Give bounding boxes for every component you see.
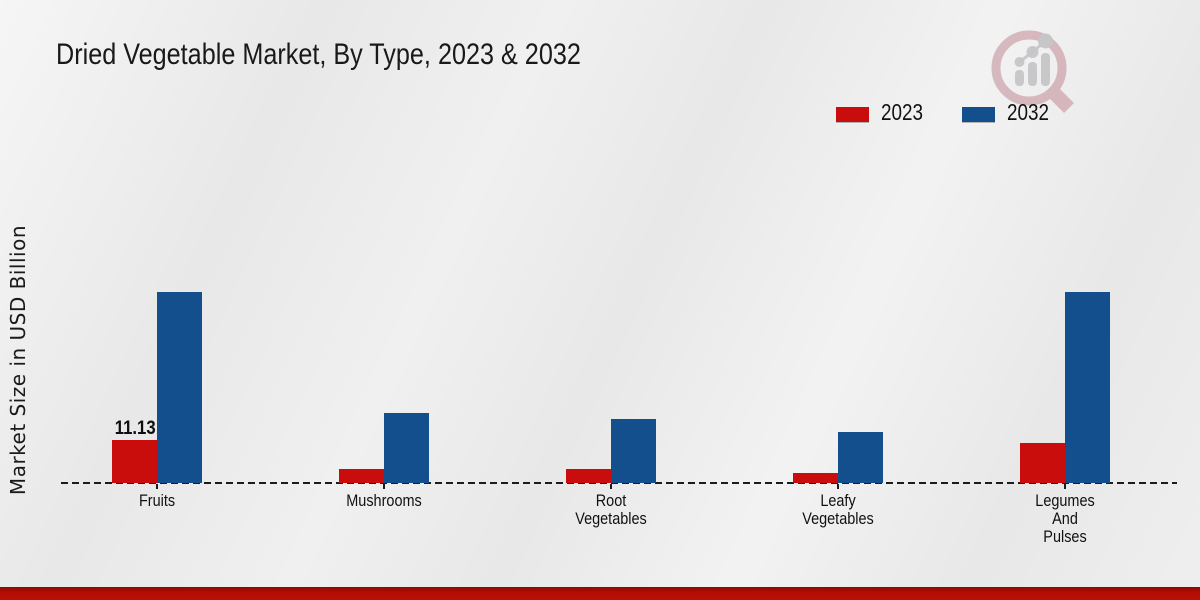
legend-item-2023: 2023 — [836, 99, 932, 126]
axis-tick — [1064, 484, 1066, 489]
legend-swatch-2023 — [836, 106, 869, 122]
legend-swatch-2032 — [962, 106, 996, 122]
bar-2023-mushrooms — [339, 469, 384, 483]
bar-2032-leafy — [838, 432, 883, 483]
category-label: Root Vegetables — [575, 491, 647, 528]
legend-item-2032: 2032 — [962, 99, 1058, 126]
axis-tick — [383, 484, 385, 489]
category-label: Leafy Vegetables — [802, 491, 874, 528]
legend-label-2032: 2032 — [1007, 99, 1050, 125]
bar-2032-mushrooms — [384, 413, 429, 483]
category-label: Mushrooms — [346, 491, 422, 510]
axis-tick — [610, 484, 612, 489]
magnifier-bar-chart-logo-icon — [991, 30, 1074, 113]
bar-2023-leafy — [793, 473, 838, 483]
bar-2023-legumes — [1020, 443, 1065, 483]
bar-2032-legumes — [1065, 292, 1110, 483]
category-label: Legumes And Pulses — [1035, 491, 1095, 546]
axis-tick — [156, 484, 158, 489]
bar-value-label: 11.13 — [114, 418, 156, 439]
page-title: Dried Vegetable Market, By Type, 2023 & … — [56, 38, 581, 71]
x-axis-baseline — [61, 482, 1177, 484]
category-label: Fruits — [138, 491, 176, 510]
bar-2023-fruits — [112, 440, 157, 483]
legend-label-2023: 2023 — [881, 99, 923, 125]
footer-accent-bar — [0, 587, 1200, 600]
bar-2023-root — [566, 469, 611, 483]
legend: 2023 2032 — [836, 99, 1058, 126]
axis-tick — [837, 484, 839, 489]
bar-2032-root — [611, 419, 656, 483]
bar-2032-fruits — [157, 292, 202, 483]
